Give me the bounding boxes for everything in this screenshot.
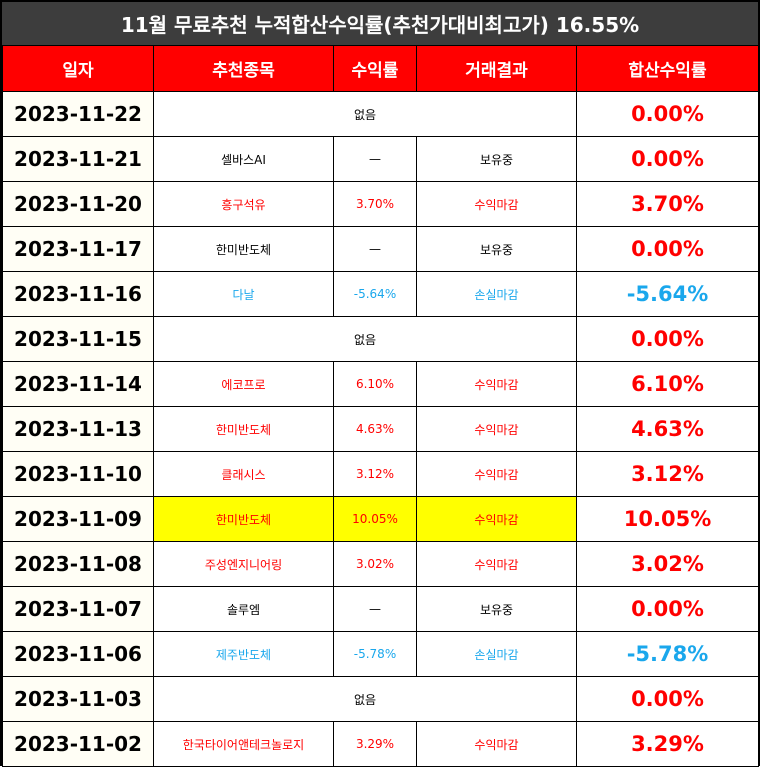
cell-cumulative: -5.64% bbox=[576, 271, 759, 317]
cell-result: 보유중 bbox=[416, 586, 577, 632]
cell-yield: — bbox=[333, 136, 417, 182]
cell-cumulative: 3.29% bbox=[576, 721, 759, 767]
cell-date: 2023-11-06 bbox=[2, 631, 154, 677]
cell-stock: 셀바스AI bbox=[153, 136, 334, 182]
cell-stock: 흥구석유 bbox=[153, 181, 334, 227]
cell-stock-none: 없음 bbox=[153, 91, 577, 137]
cell-date: 2023-11-09 bbox=[2, 496, 154, 542]
cell-cumulative: 0.00% bbox=[576, 316, 759, 362]
table-row: 2023-11-07 솔루엠 — 보유중 0.00% bbox=[2, 586, 759, 632]
cell-result: 수익마감 bbox=[416, 541, 577, 587]
table-header-row: 일자 추천종목 수익률 거래결과 합산수익률 bbox=[2, 45, 759, 92]
table-row: 2023-11-13 한미반도체 4.63% 수익마감 4.63% bbox=[2, 406, 759, 452]
cell-date: 2023-11-02 bbox=[2, 721, 154, 767]
cell-stock: 클래시스 bbox=[153, 451, 334, 497]
cell-date: 2023-11-15 bbox=[2, 316, 154, 362]
page-title: 11월 무료추천 누적합산수익률(추천가대비최고가) 16.55% bbox=[2, 2, 758, 45]
cell-stock: 솔루엠 bbox=[153, 586, 334, 632]
recommendation-table: 일자 추천종목 수익률 거래결과 합산수익률 2023-11-22 없음 0.00%… bbox=[2, 45, 759, 767]
table-row: 2023-11-09 한미반도체 10.05% 수익마감 10.05% bbox=[2, 496, 759, 542]
cell-cumulative: 0.00% bbox=[576, 226, 759, 272]
table-row: 2023-11-15 없음 0.00% bbox=[2, 316, 759, 362]
cell-stock: 한국타이어앤테크놀로지 bbox=[153, 721, 334, 767]
cell-yield: — bbox=[333, 586, 417, 632]
cell-result: 수익마감 bbox=[416, 361, 577, 407]
cell-cumulative: 3.02% bbox=[576, 541, 759, 587]
cell-date: 2023-11-10 bbox=[2, 451, 154, 497]
cell-result: 손실마감 bbox=[416, 631, 577, 677]
cell-yield: 10.05% bbox=[333, 496, 417, 542]
cell-cumulative: 4.63% bbox=[576, 406, 759, 452]
cell-yield: 3.29% bbox=[333, 721, 417, 767]
cell-stock: 제주반도체 bbox=[153, 631, 334, 677]
cell-cumulative: 0.00% bbox=[576, 91, 759, 137]
cell-stock: 한미반도체 bbox=[153, 226, 334, 272]
table-row: 2023-11-20 흥구석유 3.70% 수익마감 3.70% bbox=[2, 181, 759, 227]
cell-cumulative: -5.78% bbox=[576, 631, 759, 677]
cell-yield: — bbox=[333, 226, 417, 272]
cell-yield: 4.63% bbox=[333, 406, 417, 452]
cell-stock: 한미반도체 bbox=[153, 406, 334, 452]
cell-stock-none: 없음 bbox=[153, 316, 577, 362]
table-row: 2023-11-14 에코프로 6.10% 수익마감 6.10% bbox=[2, 361, 759, 407]
cell-result: 수익마감 bbox=[416, 496, 577, 542]
cell-yield: 3.02% bbox=[333, 541, 417, 587]
table-row: 2023-11-10 클래시스 3.12% 수익마감 3.12% bbox=[2, 451, 759, 497]
cell-yield: -5.64% bbox=[333, 271, 417, 317]
table-row: 2023-11-22 없음 0.00% bbox=[2, 91, 759, 137]
header-yield: 수익률 bbox=[333, 45, 417, 92]
cell-result: 수익마감 bbox=[416, 181, 577, 227]
cell-date: 2023-11-20 bbox=[2, 181, 154, 227]
header-result: 거래결과 bbox=[416, 45, 577, 92]
table-row: 2023-11-21 셀바스AI — 보유중 0.00% bbox=[2, 136, 759, 182]
cell-result: 보유중 bbox=[416, 226, 577, 272]
cell-cumulative: 0.00% bbox=[576, 586, 759, 632]
table-row: 2023-11-03 없음 0.00% bbox=[2, 676, 759, 722]
cell-stock: 주성엔지니어링 bbox=[153, 541, 334, 587]
cell-date: 2023-11-08 bbox=[2, 541, 154, 587]
cell-stock: 한미반도체 bbox=[153, 496, 334, 542]
table-row: 2023-11-06 제주반도체 -5.78% 손실마감 -5.78% bbox=[2, 631, 759, 677]
cell-cumulative: 3.70% bbox=[576, 181, 759, 227]
table-row: 2023-11-02 한국타이어앤테크놀로지 3.29% 수익마감 3.29% bbox=[2, 721, 759, 767]
cell-result: 수익마감 bbox=[416, 721, 577, 767]
header-stock: 추천종목 bbox=[153, 45, 334, 92]
table-row: 2023-11-17 한미반도체 — 보유중 0.00% bbox=[2, 226, 759, 272]
cell-result: 수익마감 bbox=[416, 406, 577, 452]
cell-date: 2023-11-07 bbox=[2, 586, 154, 632]
header-cumulative: 합산수익률 bbox=[576, 45, 759, 92]
cell-stock: 다날 bbox=[153, 271, 334, 317]
cell-yield: 3.12% bbox=[333, 451, 417, 497]
cell-date: 2023-11-17 bbox=[2, 226, 154, 272]
cell-stock-none: 없음 bbox=[153, 676, 577, 722]
cell-result: 손실마감 bbox=[416, 271, 577, 317]
cell-date: 2023-11-13 bbox=[2, 406, 154, 452]
cell-cumulative: 3.12% bbox=[576, 451, 759, 497]
cell-date: 2023-11-22 bbox=[2, 91, 154, 137]
cell-stock: 에코프로 bbox=[153, 361, 334, 407]
cell-yield: 6.10% bbox=[333, 361, 417, 407]
cell-cumulative: 10.05% bbox=[576, 496, 759, 542]
cell-yield: -5.78% bbox=[333, 631, 417, 677]
cell-cumulative: 6.10% bbox=[576, 361, 759, 407]
cell-date: 2023-11-03 bbox=[2, 676, 154, 722]
header-date: 일자 bbox=[2, 45, 154, 92]
table-row: 2023-11-16 다날 -5.64% 손실마감 -5.64% bbox=[2, 271, 759, 317]
table-row: 2023-11-08 주성엔지니어링 3.02% 수익마감 3.02% bbox=[2, 541, 759, 587]
cell-cumulative: 0.00% bbox=[576, 136, 759, 182]
cell-yield: 3.70% bbox=[333, 181, 417, 227]
cell-result: 수익마감 bbox=[416, 451, 577, 497]
cell-cumulative: 0.00% bbox=[576, 676, 759, 722]
cell-date: 2023-11-21 bbox=[2, 136, 154, 182]
cell-date: 2023-11-16 bbox=[2, 271, 154, 317]
cell-date: 2023-11-14 bbox=[2, 361, 154, 407]
cell-result: 보유중 bbox=[416, 136, 577, 182]
